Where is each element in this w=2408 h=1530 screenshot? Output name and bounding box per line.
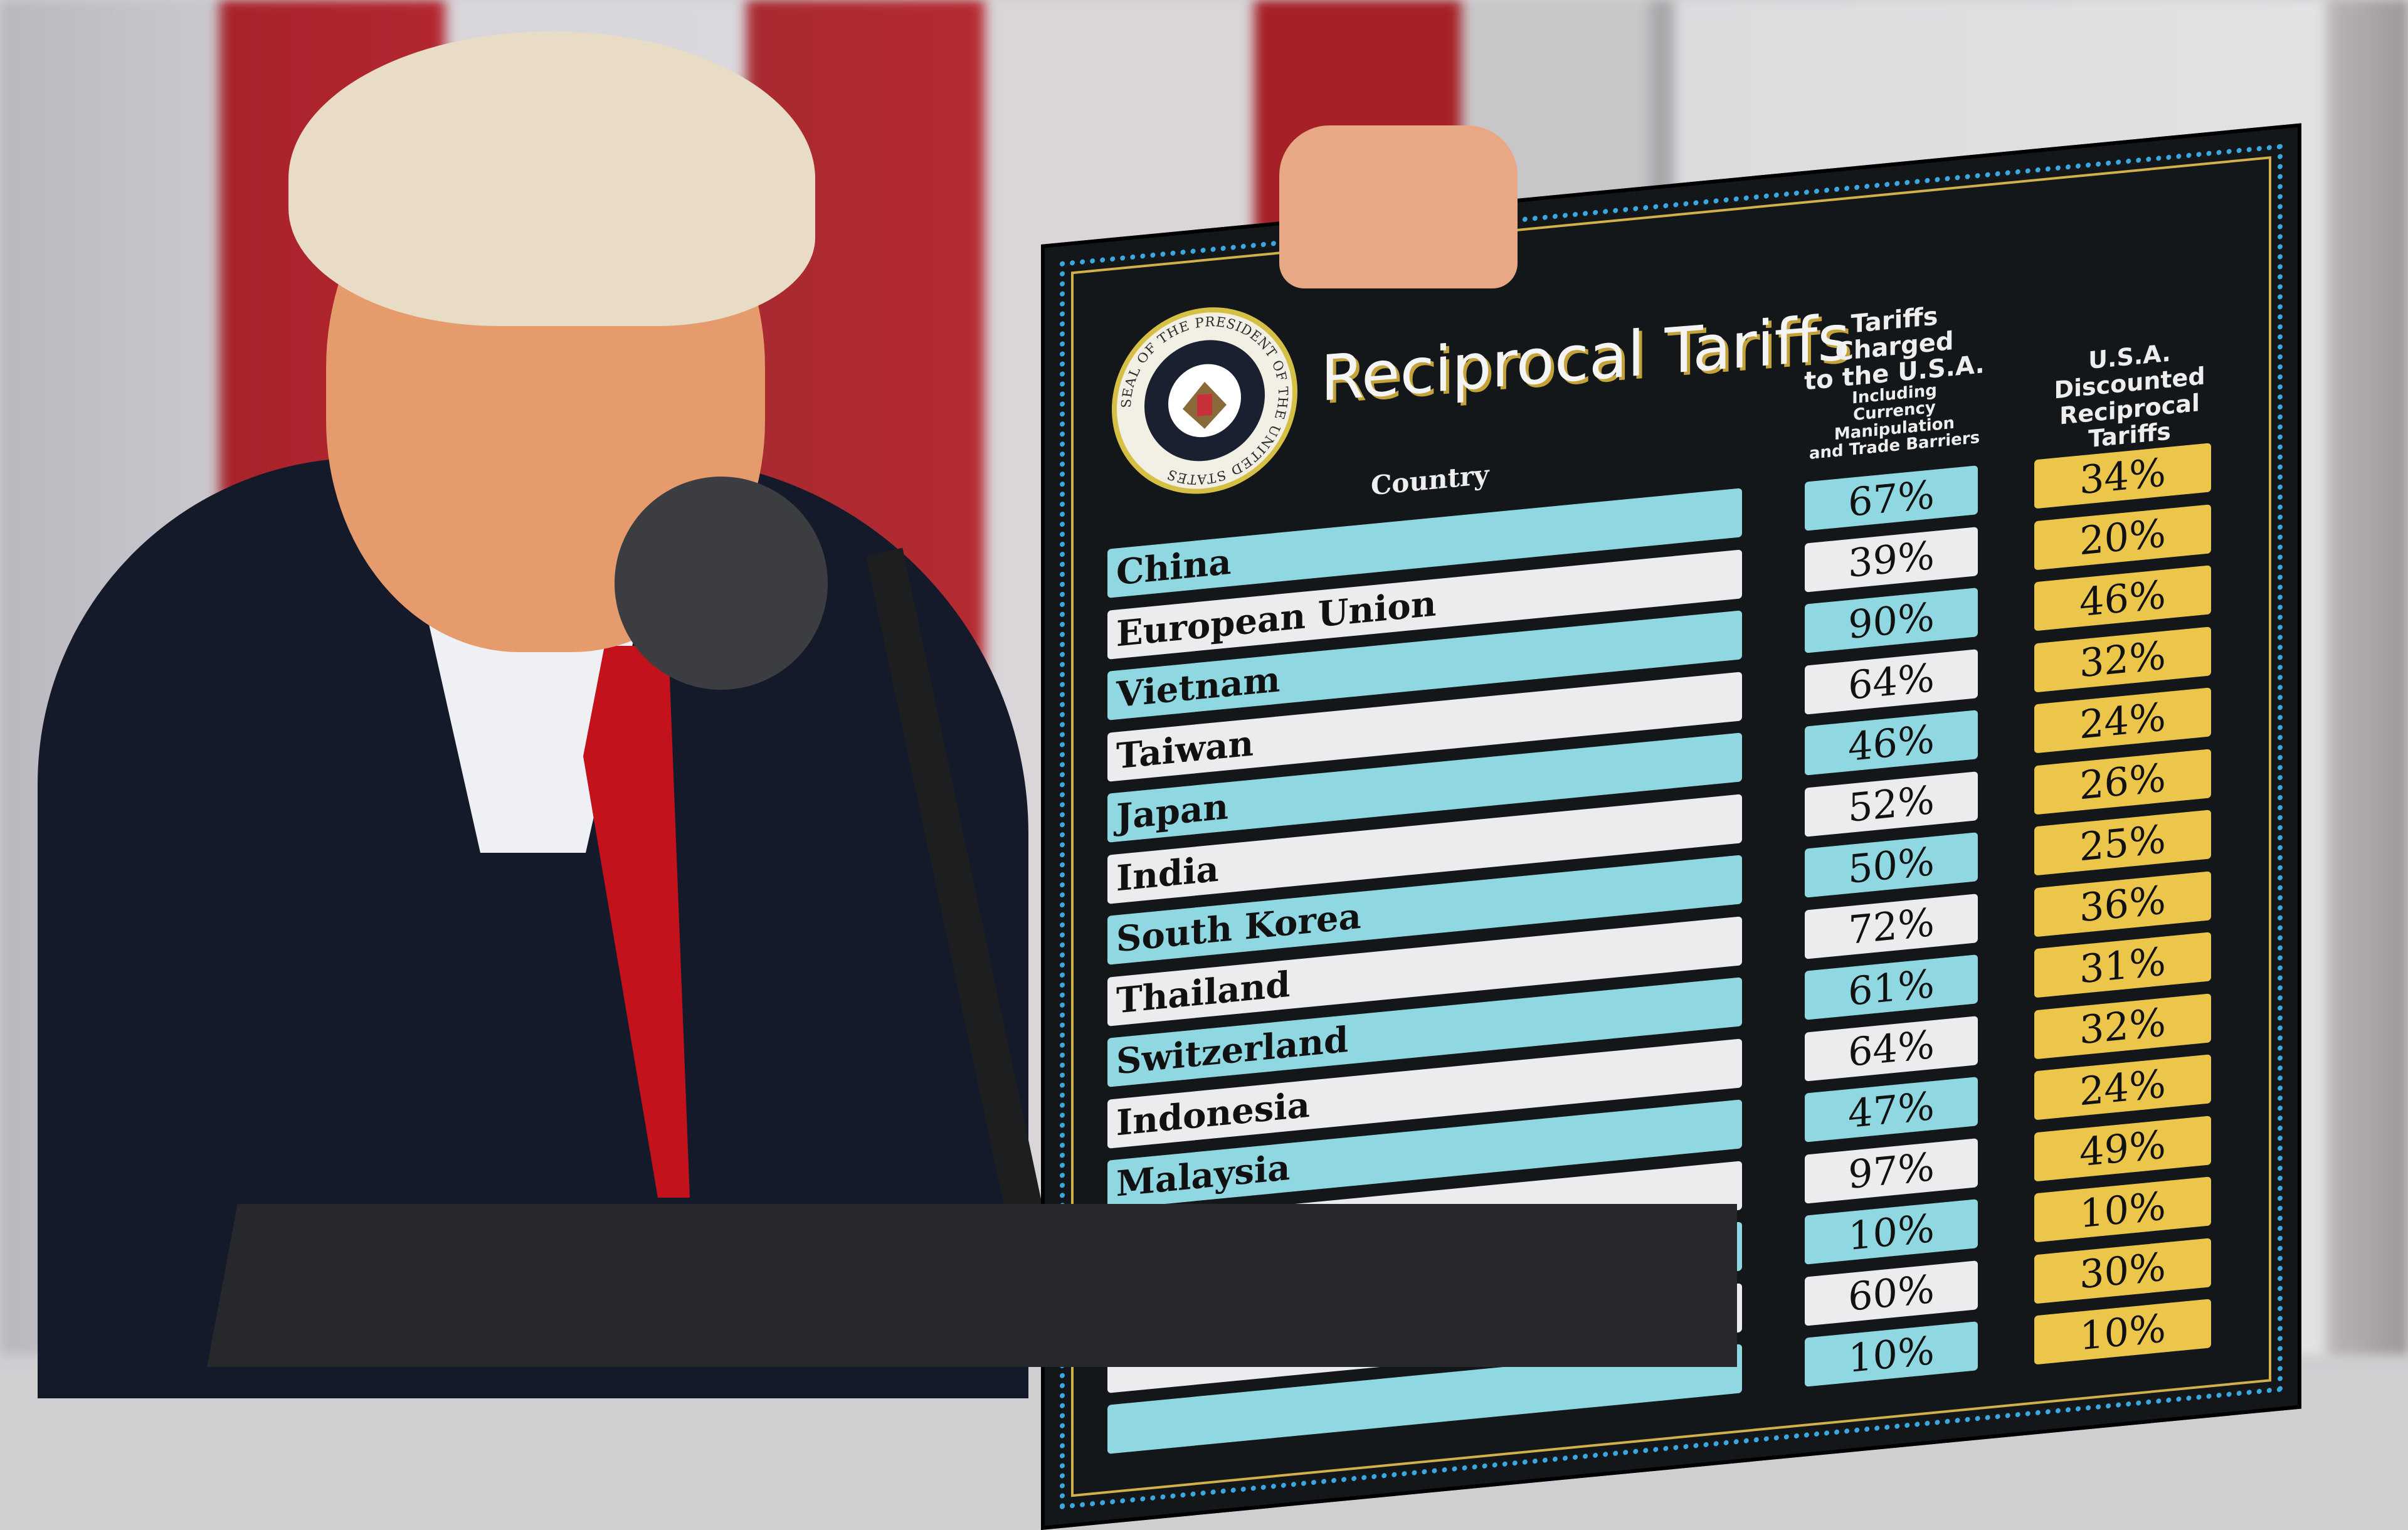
speaker-hair	[288, 31, 815, 326]
presidential-seal: SEAL OF THE PRESIDENT OF THE UNITED STAT…	[1111, 297, 1299, 504]
podium	[207, 1204, 1737, 1367]
tariff-board: SEAL OF THE PRESIDENT OF THE UNITED STAT…	[1041, 123, 2301, 1530]
discounted-header: U.S.A. Discounted Reciprocal Tariffs	[2054, 339, 2205, 453]
charged-header: Tariffs Charged to the U.S.A. Including …	[1804, 302, 1985, 463]
hand-holding-board	[1279, 125, 1518, 288]
microphone	[615, 477, 828, 690]
seal-graphic: SEAL OF THE PRESIDENT OF THE UNITED STAT…	[1112, 305, 1297, 495]
